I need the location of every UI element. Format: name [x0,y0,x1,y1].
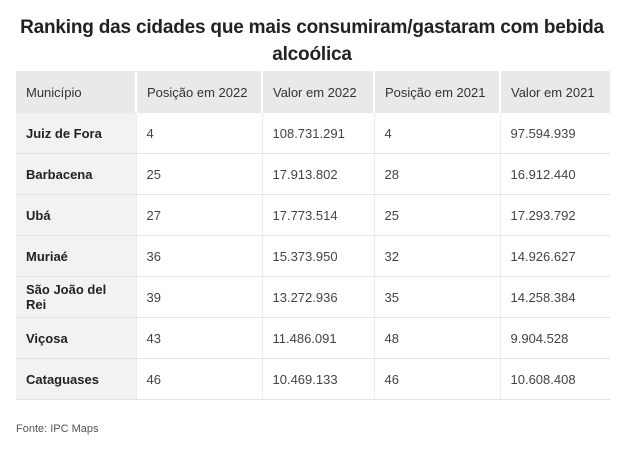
source-note: Fonte: IPC Maps [16,423,99,435]
cell-posicao-2021: 28 [374,153,501,195]
page-title: Ranking das cidades que mais consumiram/… [20,17,604,65]
cell-posicao-2021: 4 [374,113,501,154]
cell-valor-2021: 9.904.528 [500,317,610,359]
cell-municipio: Juiz de Fora [16,113,137,154]
table-row: Viçosa 43 11.486.091 48 9.904.528 [16,317,610,359]
cell-valor-2022: 17.913.802 [262,153,375,195]
cell-posicao-2021: 48 [374,317,501,359]
cell-municipio: Muriaé [16,235,137,277]
cell-posicao-2022: 43 [136,317,263,359]
cell-posicao-2022: 36 [136,235,263,277]
cell-municipio: Cataguases [16,358,137,400]
header-valor-2021: Valor em 2021 [500,71,610,113]
cell-valor-2021: 17.293.792 [500,194,610,236]
table-row: Muriaé 36 15.373.950 32 14.926.627 [16,235,610,277]
cell-valor-2021: 97.594.939 [500,113,610,154]
cell-valor-2021: 14.258.384 [500,276,610,318]
cell-posicao-2022: 25 [136,153,263,195]
cell-municipio: São João del Rei [16,276,137,318]
cell-municipio: Barbacena [16,153,137,195]
cell-valor-2022: 13.272.936 [262,276,375,318]
cell-posicao-2021: 25 [374,194,501,236]
table-row: Cataguases 46 10.469.133 46 10.608.408 [16,358,610,400]
cell-posicao-2022: 27 [136,194,263,236]
table-row: Ubá 27 17.773.514 25 17.293.792 [16,194,610,236]
table-row: Barbacena 25 17.913.802 28 16.912.440 [16,153,610,195]
cell-posicao-2022: 46 [136,358,263,400]
cell-valor-2021: 14.926.627 [500,235,610,277]
table-row: São João del Rei 39 13.272.936 35 14.258… [16,276,610,318]
cell-municipio: Ubá [16,194,137,236]
cell-posicao-2021: 32 [374,235,501,277]
cell-valor-2022: 108.731.291 [262,113,375,154]
cell-valor-2021: 16.912.440 [500,153,610,195]
cell-valor-2021: 10.608.408 [500,358,610,400]
cell-posicao-2022: 4 [136,113,263,154]
cell-posicao-2022: 39 [136,276,263,318]
cell-valor-2022: 17.773.514 [262,194,375,236]
cell-valor-2022: 11.486.091 [262,317,375,359]
header-valor-2022: Valor em 2022 [262,71,375,113]
cell-valor-2022: 15.373.950 [262,235,375,277]
header-posicao-2022: Posição em 2022 [136,71,263,113]
cell-posicao-2021: 46 [374,358,501,400]
header-row: Município Posição em 2022 Valor em 2022 … [16,71,610,113]
header-municipio: Município [16,71,137,113]
cell-posicao-2021: 35 [374,276,501,318]
header-posicao-2021: Posição em 2021 [374,71,501,113]
table-row: Juiz de Fora 4 108.731.291 4 97.594.939 [16,113,610,154]
cell-valor-2022: 10.469.133 [262,358,375,400]
ranking-table: Município Posição em 2022 Valor em 2022 … [16,71,610,400]
table-body: Juiz de Fora 4 108.731.291 4 97.594.939 … [16,113,610,400]
table-header: Município Posição em 2022 Valor em 2022 … [16,71,610,113]
cell-municipio: Viçosa [16,317,137,359]
